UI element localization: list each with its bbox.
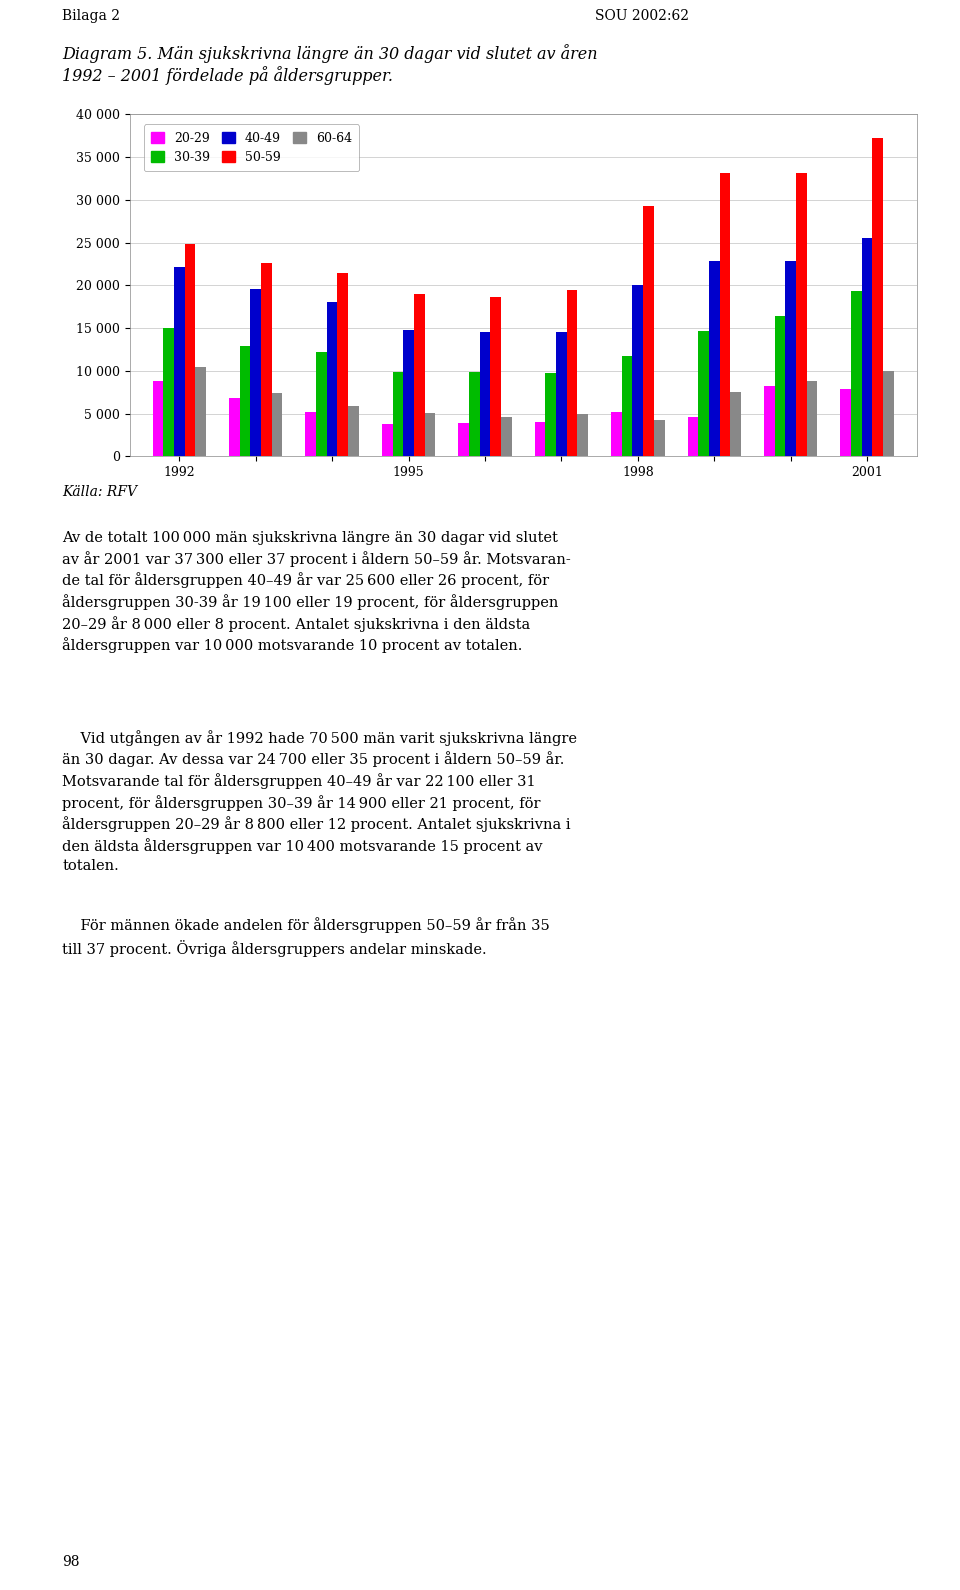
Bar — [556, 332, 566, 456]
Bar — [382, 425, 393, 456]
Bar — [775, 316, 785, 456]
Bar — [174, 267, 184, 456]
Bar — [228, 398, 240, 456]
Bar — [240, 347, 251, 456]
Bar — [840, 390, 852, 456]
Bar — [708, 261, 720, 456]
Bar — [643, 207, 654, 456]
Bar — [852, 291, 862, 456]
Bar — [326, 302, 338, 456]
Bar — [622, 356, 633, 456]
Bar — [501, 417, 512, 456]
Bar — [883, 370, 894, 456]
Bar — [468, 372, 480, 456]
Text: Av de totalt 100 000 män sjukskrivna längre än 30 dagar vid slutet
av år 2001 va: Av de totalt 100 000 män sjukskrivna län… — [62, 531, 571, 653]
Bar — [424, 413, 435, 456]
Bar — [261, 264, 272, 456]
Bar — [698, 331, 708, 456]
Bar — [153, 382, 163, 456]
Bar — [480, 332, 491, 456]
Bar — [578, 413, 588, 456]
Text: 98: 98 — [62, 1555, 80, 1569]
Bar — [633, 286, 643, 456]
Bar — [873, 138, 883, 456]
Text: Vid utgången av år 1992 hade 70 500 män varit sjukskrivna längre
än 30 dagar. Av: Vid utgången av år 1992 hade 70 500 män … — [62, 730, 577, 873]
Bar — [731, 393, 741, 456]
Text: Källa: RFV: Källa: RFV — [62, 485, 137, 499]
Bar — [535, 423, 545, 456]
Bar — [338, 272, 348, 456]
Text: SOU 2002:62: SOU 2002:62 — [595, 8, 689, 22]
Bar — [163, 328, 174, 456]
Bar — [764, 386, 775, 456]
Bar — [545, 372, 556, 456]
Bar — [393, 372, 403, 456]
Text: För männen ökade andelen för åldersgruppen 50–59 år från 35
till 37 procent. Övr: För männen ökade andelen för åldersgrupp… — [62, 917, 550, 957]
Legend: 20-29, 30-39, 40-49, 50-59, 60-64: 20-29, 30-39, 40-49, 50-59, 60-64 — [144, 124, 359, 172]
Bar — [687, 417, 698, 456]
Bar — [458, 423, 468, 456]
Bar — [414, 294, 424, 456]
Bar — [491, 297, 501, 456]
Bar — [612, 412, 622, 456]
Bar — [316, 351, 326, 456]
Bar — [806, 382, 818, 456]
Bar — [195, 367, 206, 456]
Bar — [862, 237, 873, 456]
Bar — [566, 289, 578, 456]
Bar — [785, 261, 796, 456]
Bar — [403, 329, 414, 456]
Bar — [654, 420, 664, 456]
Bar — [184, 245, 195, 456]
Text: Bilaga 2: Bilaga 2 — [62, 8, 120, 22]
Bar — [251, 289, 261, 456]
Bar — [305, 412, 316, 456]
Text: Diagram 5. Män sjukskrivna längre än 30 dagar vid slutet av åren
1992 – 2001 för: Diagram 5. Män sjukskrivna längre än 30 … — [62, 45, 598, 86]
Bar — [796, 173, 806, 456]
Bar — [272, 393, 282, 456]
Bar — [348, 405, 359, 456]
Bar — [720, 173, 731, 456]
